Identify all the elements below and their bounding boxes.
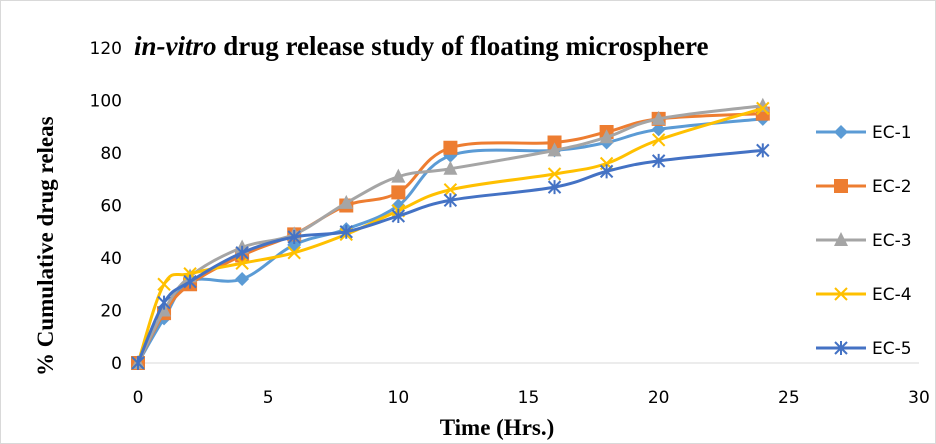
data-point-x [547,167,562,181]
data-point-x [157,277,171,291]
data-point-x [235,256,249,270]
y-tick-label: 0 [111,354,122,374]
x-tick-label: 30 [908,388,930,408]
x-tick-label: 10 [388,388,410,408]
data-point-diamond [834,125,848,139]
y-tick-label: 60 [100,197,122,217]
data-point-triangle [443,160,458,175]
y-tick-labels: 0 20 40 60 80 100 120 [90,39,122,374]
legend-label: EC-5 [872,339,912,359]
x-axis-title: Time (Hrs.) [440,415,555,440]
data-point-star [183,274,197,289]
data-point-x [443,183,458,197]
legend-item-ec-1: EC-1 [816,123,912,143]
data-point-star [547,180,562,195]
x-tick-label: 25 [778,388,800,408]
data-point-x [287,246,301,260]
legend-label: EC-2 [872,177,912,197]
data-point-star [391,209,406,223]
data-point-triangle [391,168,406,183]
series-line [136,106,764,364]
x-tick-labels: 0 5 10 15 20 25 30 [133,388,930,408]
data-point-star [599,164,614,179]
x-tick-label: 0 [133,388,144,408]
x-tick-label: 20 [648,388,670,408]
data-point-triangle [339,194,354,209]
data-point-triangle [651,110,666,125]
data-point-star [834,341,848,355]
y-tick-label: 80 [100,144,122,164]
data-point-triangle [547,142,562,157]
y-tick-label: 20 [100,302,122,322]
data-point-star [157,295,171,310]
data-point-star [339,224,353,239]
chart-title: in-vitro drug release study of floating … [134,31,709,61]
data-point-triangle [599,129,614,144]
legend-item-ec-4: EC-4 [816,285,912,305]
y-axis-title: % Cumulative drug releas [33,116,58,376]
y-tick-label: 100 [90,92,122,112]
legend-label: EC-1 [872,123,912,143]
data-point-square [443,140,458,155]
data-point-triangle [834,232,848,246]
series-ec-3 [131,97,770,369]
data-point-x [834,287,848,301]
data-point-diamond [235,272,250,286]
series-ec-2 [131,106,770,370]
data-point-square [834,179,848,193]
data-point-star [235,245,249,260]
data-point-star [131,356,145,370]
data-point-star [756,143,770,158]
data-point-x [756,101,770,116]
data-point-star [287,230,301,244]
data-point-x [651,133,666,147]
series-line [136,148,763,364]
chart-title-italic: in-vitro [134,31,217,61]
y-tick-label: 120 [90,39,122,59]
series-layer [131,97,770,370]
data-point-star [651,153,666,168]
legend-item-ec-5: EC-5 [816,339,912,359]
y-tick-label: 40 [100,249,122,269]
x-tick-label: 15 [518,388,540,408]
chart-title-rest: drug release study of floating microsphe… [217,31,709,61]
legend-item-ec-3: EC-3 [816,231,912,251]
series-ec-5 [131,143,770,370]
legend-label: EC-4 [872,285,912,305]
legend-item-ec-2: EC-2 [816,177,912,197]
legend-label: EC-3 [872,231,912,251]
data-point-star [443,193,458,208]
legend: EC-1 EC-2 EC-3 EC-4 EC-5 [816,123,912,359]
data-point-square [391,185,406,200]
x-tick-label: 5 [263,388,274,408]
